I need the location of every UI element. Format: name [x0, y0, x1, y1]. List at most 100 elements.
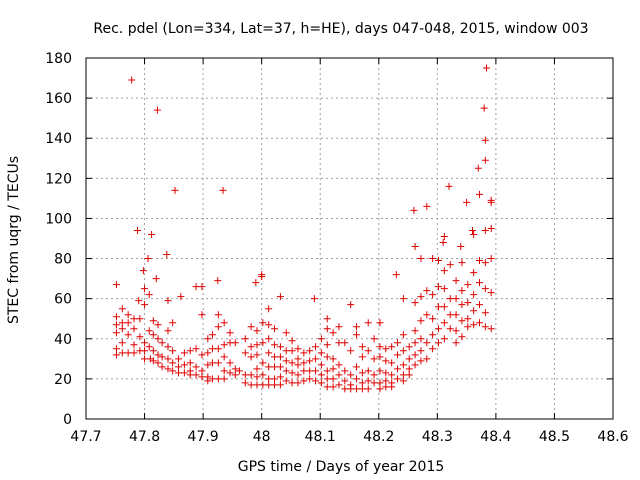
y-tick-label: 120 [45, 171, 72, 187]
data-point [481, 259, 489, 267]
data-point [347, 371, 355, 379]
data-point [265, 321, 273, 329]
data-point [487, 198, 495, 206]
data-point [241, 379, 249, 387]
data-point [112, 313, 120, 321]
data-point [411, 327, 419, 335]
data-point [446, 295, 454, 303]
data-point [347, 385, 355, 393]
data-point [276, 381, 284, 389]
data-point [288, 379, 296, 387]
data-point [458, 301, 466, 309]
data-point [317, 349, 325, 357]
data-point [429, 345, 437, 353]
data-point [118, 305, 126, 313]
data-point [288, 359, 296, 367]
data-point [353, 331, 361, 339]
data-point [271, 341, 279, 349]
data-point [382, 357, 390, 365]
data-point [282, 329, 290, 337]
data-point [470, 307, 478, 315]
data-point [446, 261, 454, 269]
data-point [226, 369, 234, 377]
data-point [136, 333, 144, 341]
data-point [152, 275, 160, 283]
data-point [124, 311, 132, 319]
data-point [417, 293, 425, 301]
data-point [335, 371, 343, 379]
data-point [376, 343, 384, 351]
data-point [364, 385, 372, 393]
data-point [317, 371, 325, 379]
data-point [241, 349, 249, 357]
data-point [458, 287, 466, 295]
data-point [141, 339, 149, 347]
data-point [124, 331, 132, 339]
data-point [458, 259, 466, 267]
data-point [271, 325, 279, 333]
data-point [417, 317, 425, 325]
data-point [347, 301, 355, 309]
data-point [144, 255, 152, 263]
data-point [164, 327, 172, 335]
data-point [306, 357, 314, 365]
y-tick-label: 60 [54, 292, 72, 308]
data-point [411, 299, 419, 307]
data-point [154, 321, 162, 329]
tick-labels: 47.7 47.8 47.9 48 48.1 48.2 48.3 48.4 48.5 48.6 0 2… [45, 51, 628, 445]
data-point [164, 297, 172, 305]
data-point [300, 349, 308, 357]
data-point [468, 226, 476, 234]
data-point [481, 309, 489, 317]
data-point [464, 323, 472, 331]
data-point [429, 291, 437, 299]
plot-frame [85, 57, 614, 420]
data-point [149, 317, 157, 325]
data-point [435, 339, 443, 347]
data-point [341, 367, 349, 375]
data-point [358, 385, 366, 393]
data-point [439, 239, 447, 247]
data-point [463, 198, 471, 206]
data-point [118, 339, 126, 347]
data-point [214, 345, 222, 353]
data-point [394, 339, 402, 347]
data-point [464, 281, 472, 289]
data-point [141, 347, 149, 355]
data-point [341, 339, 349, 347]
data-point [164, 343, 172, 351]
data-point [253, 365, 261, 373]
data-point [198, 311, 206, 319]
data-point [219, 186, 227, 194]
data-point [220, 367, 228, 375]
data-point [247, 343, 255, 351]
data-point [276, 353, 284, 361]
data-point [175, 363, 183, 371]
data-point [370, 371, 378, 379]
data-point [171, 186, 179, 194]
data-point [134, 226, 142, 234]
data-point [253, 341, 261, 349]
data-point [329, 329, 337, 337]
data-point [214, 277, 222, 285]
data-point [341, 385, 349, 393]
data-point [259, 339, 267, 347]
data-point [282, 357, 290, 365]
x-tick-label: 48.3 [422, 429, 453, 445]
data-point [259, 319, 267, 327]
data-point [464, 299, 472, 307]
data-point [329, 365, 337, 373]
data-point [214, 311, 222, 319]
data-point [487, 289, 495, 297]
data-point [163, 251, 171, 259]
data-point [130, 325, 138, 333]
data-point [317, 335, 325, 343]
data-point [487, 224, 495, 232]
data-point [376, 319, 384, 327]
data-point [158, 353, 166, 361]
data-point [271, 375, 279, 383]
data-point [376, 379, 384, 387]
data-point [149, 357, 157, 365]
data-point [247, 381, 255, 389]
y-tick-label: 140 [45, 131, 72, 147]
